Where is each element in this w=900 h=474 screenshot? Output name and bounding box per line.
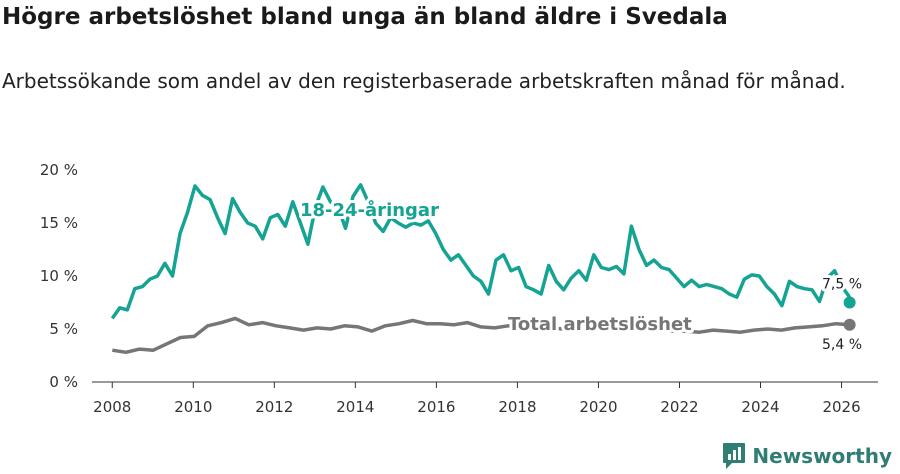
newsworthy-logo-icon <box>723 443 746 469</box>
x-tick-label: 2010 <box>174 398 212 416</box>
series-label-total: Total arbetslöshet <box>508 314 692 335</box>
brand-name: Newsworthy <box>752 444 892 468</box>
x-tick-label: 2014 <box>336 398 374 416</box>
series-label-total-halo: Total arbetslöshet <box>508 314 692 335</box>
x-tick-label: 2026 <box>822 398 860 416</box>
series-label-youth: 18-24-åringar <box>300 199 439 221</box>
y-tick-label: 15 % <box>40 214 78 232</box>
y-tick-label: 5 % <box>49 320 78 338</box>
y-tick-label: 10 % <box>40 267 78 285</box>
x-tick-label: 2020 <box>579 398 617 416</box>
series-end-marker-total <box>843 318 856 331</box>
x-tick-label: 2022 <box>660 398 698 416</box>
series-line-total <box>112 316 850 355</box>
end-value-total-halo: 5,4 % <box>822 337 862 353</box>
series-end-marker-youth <box>843 296 856 309</box>
end-value-youth-halo: 7,5 % <box>822 277 862 293</box>
series-label-youth-halo: 18-24-åringar <box>300 199 439 221</box>
y-tick-label: 20 % <box>40 161 78 179</box>
series-line-youth <box>110 183 852 320</box>
end-value-youth: 7,5 % <box>822 277 862 293</box>
x-tick-label: 2016 <box>417 398 455 416</box>
brand-logo: Newsworthy <box>722 442 892 470</box>
x-tick-label: 2008 <box>93 398 131 416</box>
chart-subtitle: Arbetssökande som andel av den registerb… <box>2 69 846 93</box>
chart-title: Högre arbetslöshet bland unga än bland ä… <box>2 4 728 30</box>
y-tick-label: 0 % <box>49 373 78 391</box>
x-tick-label: 2024 <box>741 398 779 416</box>
x-tick-label: 2012 <box>255 398 293 416</box>
x-tick-label: 2018 <box>498 398 536 416</box>
end-value-total: 5,4 % <box>822 337 862 353</box>
